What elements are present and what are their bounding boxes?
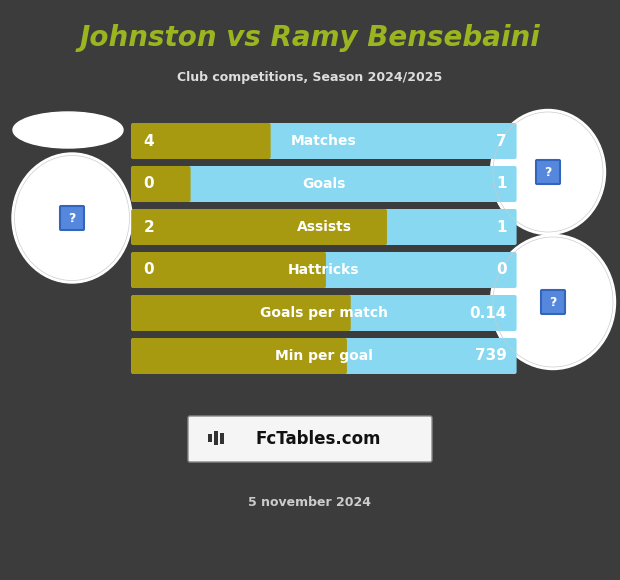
FancyBboxPatch shape [131, 166, 516, 202]
FancyBboxPatch shape [131, 209, 516, 245]
FancyBboxPatch shape [131, 338, 347, 374]
Text: 739: 739 [475, 349, 507, 364]
Text: Goals: Goals [303, 177, 345, 191]
FancyBboxPatch shape [220, 433, 224, 444]
FancyBboxPatch shape [131, 252, 516, 288]
FancyBboxPatch shape [214, 431, 218, 445]
Ellipse shape [12, 153, 132, 283]
Text: FcTables.com: FcTables.com [255, 430, 381, 448]
FancyBboxPatch shape [60, 206, 84, 230]
Text: 0: 0 [143, 176, 154, 191]
Text: Assists: Assists [296, 220, 352, 234]
Ellipse shape [490, 110, 606, 234]
FancyBboxPatch shape [131, 295, 351, 331]
FancyBboxPatch shape [208, 434, 212, 442]
FancyBboxPatch shape [131, 123, 516, 159]
Text: Johnston vs Ramy Bensebaini: Johnston vs Ramy Bensebaini [79, 24, 541, 52]
Text: Goals per match: Goals per match [260, 306, 388, 320]
Ellipse shape [490, 234, 616, 369]
FancyBboxPatch shape [131, 209, 387, 245]
FancyBboxPatch shape [131, 295, 516, 331]
Text: 0.14: 0.14 [469, 306, 507, 321]
Text: ?: ? [68, 212, 76, 224]
FancyBboxPatch shape [536, 160, 560, 184]
Text: 1: 1 [496, 176, 507, 191]
Text: Hattricks: Hattricks [288, 263, 360, 277]
FancyBboxPatch shape [188, 416, 432, 462]
Text: Matches: Matches [291, 134, 357, 148]
Text: ?: ? [544, 165, 552, 179]
Ellipse shape [13, 112, 123, 148]
Text: 5 november 2024: 5 november 2024 [249, 496, 371, 509]
FancyBboxPatch shape [541, 290, 565, 314]
Text: Min per goal: Min per goal [275, 349, 373, 363]
Text: 7: 7 [496, 133, 507, 148]
FancyBboxPatch shape [131, 338, 516, 374]
FancyBboxPatch shape [131, 123, 271, 159]
Text: Club competitions, Season 2024/2025: Club competitions, Season 2024/2025 [177, 71, 443, 85]
Text: 4: 4 [143, 133, 154, 148]
FancyBboxPatch shape [131, 252, 326, 288]
Text: 2: 2 [143, 219, 154, 234]
Text: ?: ? [549, 295, 557, 309]
Text: 0: 0 [143, 263, 154, 277]
Text: 0: 0 [496, 263, 507, 277]
Text: 1: 1 [496, 219, 507, 234]
FancyBboxPatch shape [131, 166, 190, 202]
